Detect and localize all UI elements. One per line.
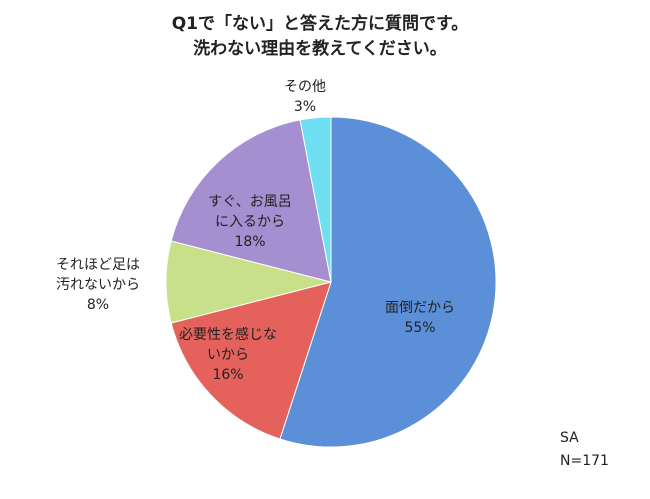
- value-label: 3%: [294, 99, 316, 115]
- pie-slice: [299, 116, 332, 283]
- note: N=171: [560, 453, 609, 469]
- slice-label: いから: [207, 347, 249, 363]
- slice-label: その他: [284, 79, 326, 95]
- pie-slice: [279, 116, 497, 448]
- slice-label: 必要性を感じな: [179, 326, 277, 343]
- pie-slice: [170, 281, 332, 440]
- value-label: 18%: [234, 234, 265, 250]
- slice-label: すぐ、お風呂: [208, 194, 292, 210]
- slice-label: に入るから: [215, 214, 285, 230]
- chart-title: Q1で「ない」と答えた方に質問です。: [172, 13, 469, 34]
- value-label: 55%: [404, 320, 435, 336]
- pie-slice: [170, 119, 332, 283]
- slice-label: 汚れないから: [56, 277, 140, 293]
- chart-title: 洗わない理由を教えてください。: [193, 38, 447, 59]
- value-label: 8%: [87, 297, 109, 313]
- value-label: 16%: [212, 367, 243, 383]
- slice-label: 面倒だから: [385, 300, 455, 316]
- note: SA: [560, 430, 579, 446]
- slice-label: それほど足は: [56, 257, 140, 273]
